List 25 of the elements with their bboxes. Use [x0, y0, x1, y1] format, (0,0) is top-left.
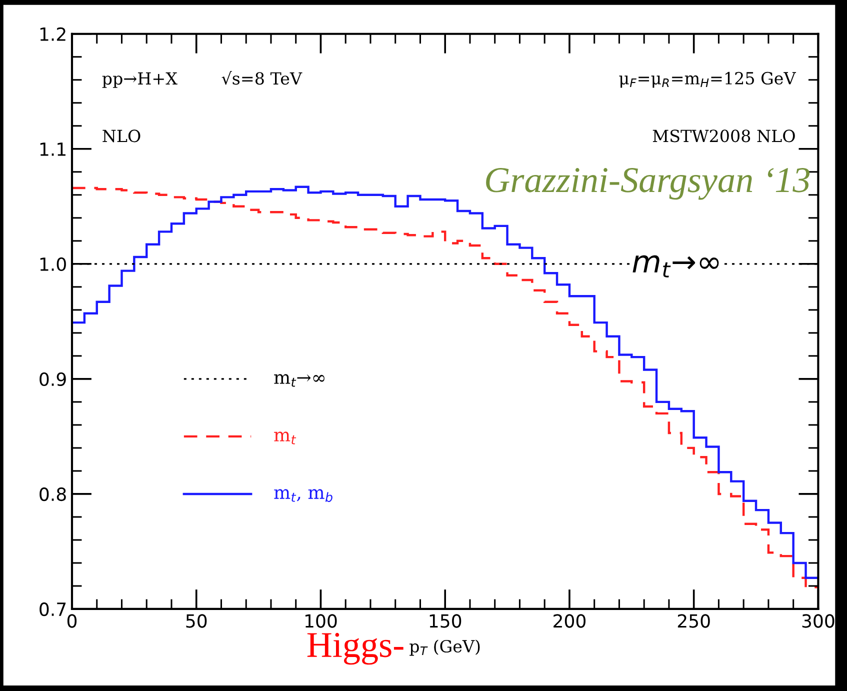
y-tick-label: 1.0 — [40, 257, 66, 272]
text: Higgs- — [307, 632, 404, 665]
y-tick-label: 1.1 — [40, 142, 66, 156]
x-tick-label: 100 — [305, 614, 337, 628]
y-tick-label: 0.7 — [40, 602, 66, 616]
legend-label: m$_{t}$ — [274, 432, 296, 444]
annotation: NLO — [102, 130, 140, 142]
x-tick-label: 250 — [678, 614, 710, 628]
y-tick-label: 0.9 — [40, 372, 66, 386]
x-tick-label: 0 — [67, 614, 77, 628]
annotation: √s=8 TeV — [222, 70, 302, 85]
x-tick-label: 300 — [802, 614, 834, 628]
annotation: MSTW2008 NLO — [652, 130, 795, 142]
x-axis-title: p$_{T}$ (GeV) — [410, 640, 480, 656]
y-tick-label: 1.2 — [40, 27, 66, 41]
legend-label: m$_{t}$→∞ — [274, 374, 324, 387]
x-tick-label: 150 — [430, 614, 462, 628]
x-tick-label: 50 — [186, 614, 207, 628]
annotation: m$_{t}$→∞ — [632, 255, 719, 278]
annotation: Grazzini-Sargsyan ‘13 — [486, 168, 810, 200]
x-tick-label: 200 — [554, 614, 586, 628]
annotation: pp→H+X — [102, 72, 178, 88]
legend-label: m$_{t}$, m$_{b}$ — [274, 489, 332, 502]
annotation: μ$_{F}$=μ$_{R}$=m$_{H}$=125 GeV — [619, 72, 796, 88]
y-tick-label: 0.8 — [40, 487, 66, 502]
